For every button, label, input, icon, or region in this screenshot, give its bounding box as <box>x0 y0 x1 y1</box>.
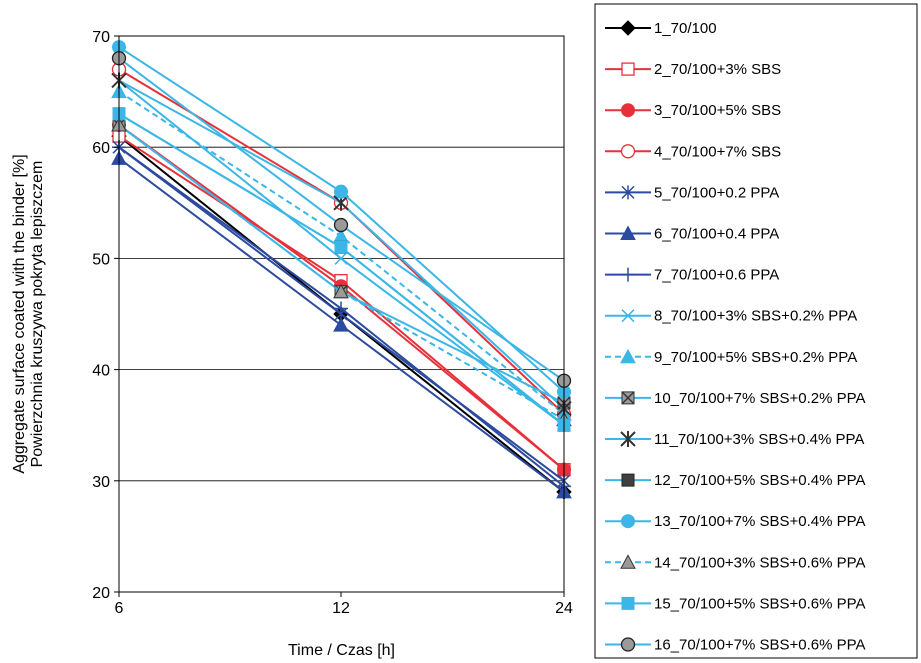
legend-item: 6_70/100+0.4 PPA <box>605 225 779 243</box>
legend-label: 8_70/100+3% SBS+0.2% PPA <box>654 308 857 325</box>
legend-label: 6_70/100+0.4 PPA <box>654 226 779 243</box>
y-axis-ticks: 20 30 40 50 60 70 <box>92 29 119 602</box>
legend-swatch-marker <box>621 103 635 118</box>
series-16 <box>111 51 572 388</box>
series-10 <box>112 118 571 410</box>
legend-label: 14_70/100+3% SBS+0.6% PPA <box>654 554 866 571</box>
y-tick-label: 40 <box>92 363 110 380</box>
legend-item: 9_70/100+5% SBS+0.2% PPA <box>605 348 857 366</box>
data-point <box>333 283 349 299</box>
data-point <box>333 317 349 332</box>
x-axis-ticks: 6 12 24 <box>115 592 573 617</box>
data-point <box>334 301 348 316</box>
legend-swatch-marker <box>621 596 635 610</box>
legend-label: 1_70/100 <box>654 20 717 37</box>
data-point <box>333 217 349 233</box>
series-line <box>118 124 565 421</box>
series-15 <box>112 107 571 432</box>
legend-item: 5_70/100+0.2 PPA <box>605 184 779 201</box>
legend-swatch-marker <box>620 20 636 36</box>
legend-swatch-marker <box>621 267 635 282</box>
legend-label: 3_70/100+5% SBS <box>654 102 781 119</box>
legend-item: 7_70/100+0.6 PPA <box>605 267 779 284</box>
legend-label: 5_70/100+0.2 PPA <box>654 184 779 201</box>
legend-label: 16_70/100+7% SBS+0.6% PPA <box>654 637 866 654</box>
y-tick-label: 20 <box>92 585 110 602</box>
legend-label: 13_70/100+7% SBS+0.4% PPA <box>654 513 866 530</box>
legend-label: 11_70/100+3% SBS+0.4% PPA <box>654 431 864 448</box>
x-tick-label: 6 <box>115 600 124 617</box>
legend-swatch-marker <box>621 62 635 76</box>
x-axis-title: Time / Czas [h] <box>288 642 395 659</box>
y-tick-label: 30 <box>92 474 110 491</box>
legend-item: 16_70/100+7% SBS+0.6% PPA <box>605 637 866 654</box>
series-line <box>118 112 565 426</box>
legend-swatch-marker <box>620 225 636 240</box>
data-point <box>334 251 348 265</box>
legend-item: 10_70/100+7% SBS+0.2% PPA <box>605 390 866 407</box>
legend-swatch-marker <box>621 309 635 323</box>
legend-label: 4_70/100+7% SBS <box>654 143 781 160</box>
legend-label: 15_70/100+5% SBS+0.6% PPA <box>654 595 866 612</box>
legend-item: 8_70/100+3% SBS+0.2% PPA <box>605 308 857 325</box>
legend-label: 12_70/100+5% SBS+0.4% PPA <box>654 472 866 489</box>
legend: 1_70/100 2_70/100+3% SBS 3_70/100+5% SBS 4_… <box>594 3 918 659</box>
legend-swatch-marker-cross <box>621 391 635 405</box>
legend-label: 7_70/100+0.6 PPA <box>654 267 779 284</box>
y-axis-title-line-2: Powierzchnia kruszywa pokryta lepiszczem <box>29 161 46 468</box>
series-13 <box>112 40 571 399</box>
legend-swatch-marker <box>620 431 636 447</box>
legend-item: 3_70/100+5% SBS <box>605 102 781 119</box>
series-layer <box>111 40 572 500</box>
y-tick-label: 50 <box>92 251 110 268</box>
legend-item: 15_70/100+5% SBS+0.6% PPA <box>605 595 866 612</box>
data-point <box>334 184 348 199</box>
legend-frame <box>594 3 918 659</box>
legend-item: 13_70/100+7% SBS+0.4% PPA <box>605 513 866 530</box>
legend-swatch-marker <box>620 554 636 569</box>
legend-label: 2_70/100+3% SBS <box>654 61 781 78</box>
legend-swatch-marker <box>621 185 635 200</box>
legend-item: 11_70/100+3% SBS+0.4% PPA <box>605 431 864 448</box>
legend-swatch-marker <box>620 348 636 364</box>
legend-item: 14_70/100+3% SBS+0.6% PPA <box>605 554 866 571</box>
series-line <box>118 112 565 426</box>
legend-item: 2_70/100+3% SBS <box>605 61 781 78</box>
legend-item: 4_70/100+7% SBS <box>605 143 781 160</box>
legend-item: 12_70/100+5% SBS+0.4% PPA <box>605 472 866 489</box>
legend-swatch-marker <box>621 514 635 529</box>
legend-swatch-marker <box>621 473 635 487</box>
x-tick-label: 12 <box>332 600 350 617</box>
data-point <box>334 240 348 254</box>
legend-swatch-marker <box>620 144 636 159</box>
x-tick-label: 24 <box>555 600 573 617</box>
legend-item: 1_70/100 <box>605 20 717 37</box>
legend-swatch-marker <box>620 637 636 652</box>
y-tick-label: 70 <box>92 29 110 46</box>
legend-label: 10_70/100+7% SBS+0.2% PPA <box>654 390 866 407</box>
y-tick-label: 60 <box>92 140 110 157</box>
y-axis-title-line-1: Aggregate surface coated with the binder… <box>11 154 28 473</box>
legend-label: 9_70/100+5% SBS+0.2% PPA <box>654 349 857 366</box>
